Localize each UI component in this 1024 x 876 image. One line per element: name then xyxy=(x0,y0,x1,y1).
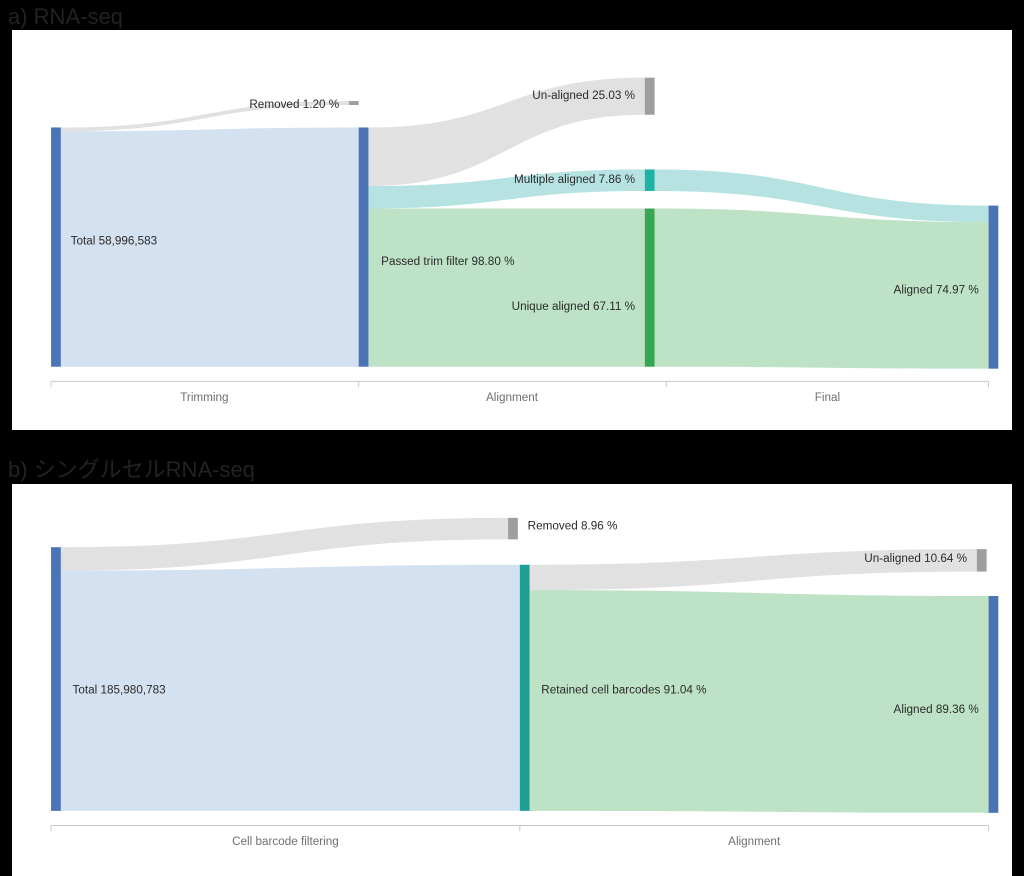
sankey-link xyxy=(368,209,644,367)
axis-label: Alignment xyxy=(486,391,539,404)
sankey-label-aligned: Aligned 89.36 % xyxy=(894,703,979,716)
sankey-label-passed: Passed trim filter 98.80 % xyxy=(381,255,514,268)
axis-label: Alignment xyxy=(728,835,781,848)
sankey-node-removed xyxy=(508,518,518,539)
sankey-label-total: Total 58,996,583 xyxy=(71,235,158,248)
panel-a: Total 58,996,583 Removed 1.20 % Passed tri… xyxy=(12,30,1012,430)
sankey-label-total: Total 185,980,783 xyxy=(73,684,166,697)
sankey-label-unaligned: Un-aligned 25.03 % xyxy=(532,89,635,102)
panel-a-title: a) RNA-seq xyxy=(0,0,1024,30)
sankey-node-unaligned xyxy=(977,549,987,571)
sankey-link xyxy=(61,518,508,571)
sankey-label-unique: Unique aligned 67.11 % xyxy=(512,300,635,313)
sankey-node-removed xyxy=(349,101,359,105)
sankey-label-removed: Removed 1.20 % xyxy=(249,98,339,111)
axis-label: Trimming xyxy=(180,391,228,404)
sankey-chart-b: Total 185,980,783 Removed 8.96 % Retained … xyxy=(12,484,1012,876)
sankey-node-unaligned xyxy=(645,78,655,115)
sankey-label-removed: Removed 8.96 % xyxy=(528,520,618,533)
sankey-node-retained xyxy=(520,565,530,811)
sankey-node-unique xyxy=(645,209,655,367)
sankey-label-multiple: Multiple aligned 7.86 % xyxy=(514,173,635,186)
sankey-node-passed xyxy=(359,127,369,366)
sankey-label-retained: Retained cell barcodes 91.04 % xyxy=(541,684,706,697)
sankey-node-total xyxy=(51,547,61,811)
sankey-label-aligned: Aligned 74.97 % xyxy=(894,283,979,296)
sankey-chart-a: Total 58,996,583 Removed 1.20 % Passed tri… xyxy=(12,30,1012,430)
sankey-node-multiple xyxy=(645,169,655,190)
sankey-node-aligned xyxy=(989,596,999,813)
panel-b: Total 185,980,783 Removed 8.96 % Retained … xyxy=(12,484,1012,876)
sankey-label-unaligned: Un-aligned 10.64 % xyxy=(864,552,967,565)
axis-label: Cell barcode filtering xyxy=(232,835,339,848)
panel-b-title: b) シングルセルRNA-seq xyxy=(0,448,1024,484)
axis-label: Final xyxy=(815,391,840,404)
sankey-node-total xyxy=(51,127,61,366)
sankey-node-aligned xyxy=(989,206,999,369)
sankey-link xyxy=(530,590,989,813)
